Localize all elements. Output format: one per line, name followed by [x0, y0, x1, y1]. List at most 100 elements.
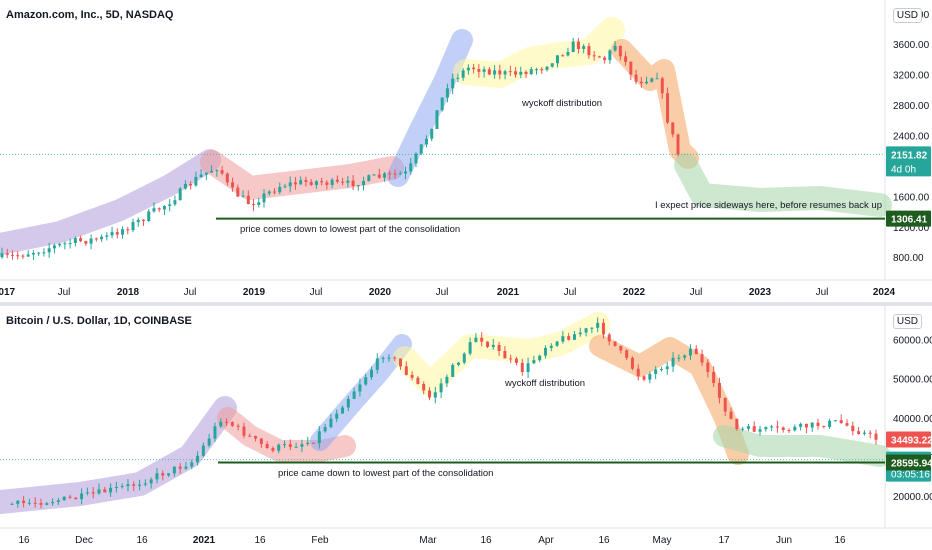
candle-body — [73, 238, 77, 244]
candle-body — [317, 431, 321, 444]
candle-body — [462, 353, 466, 363]
candle-body — [351, 180, 355, 187]
candle-body — [603, 57, 607, 61]
candle-body — [85, 492, 89, 494]
currency-button-bottom[interactable]: USD — [892, 314, 922, 329]
x-tick-label: Jul — [690, 287, 703, 298]
candle-body — [300, 444, 304, 447]
x-tick-label: 2017 — [0, 287, 16, 298]
price-label-box — [886, 431, 931, 448]
y-tick-label: 1200.00 — [893, 223, 930, 234]
candle-body — [138, 484, 142, 486]
price-label-box — [886, 160, 931, 177]
candle-body — [262, 193, 266, 203]
candle-body — [219, 421, 223, 427]
candle-body — [845, 423, 849, 426]
candle-body — [325, 182, 329, 185]
candle-body — [630, 357, 634, 369]
candle-body — [271, 448, 275, 451]
candle-body — [199, 174, 203, 177]
candle-body — [341, 407, 345, 414]
candle-body — [666, 93, 670, 123]
currency-button-top[interactable]: USD — [892, 8, 922, 23]
candle-body — [141, 219, 145, 222]
candle-body — [62, 496, 66, 501]
x-tick-label: 16 — [18, 535, 30, 546]
candle-body — [91, 492, 95, 494]
candle-body — [388, 173, 392, 175]
candle-body — [383, 173, 387, 178]
candle-body — [576, 41, 580, 49]
candle-body — [16, 500, 20, 504]
candle-body — [58, 243, 62, 246]
candle-body — [288, 182, 292, 187]
candle-body — [225, 173, 229, 183]
candle-body — [497, 344, 501, 351]
expected-sideways-zone — [674, 153, 892, 217]
candle-body — [173, 200, 177, 205]
markup-zone — [387, 29, 473, 187]
x-tick-label: 16 — [254, 535, 266, 546]
candle-body — [10, 503, 14, 505]
x-tick-label: Jul — [564, 287, 577, 298]
candle-body — [225, 421, 229, 423]
x-tick-label: 16 — [136, 535, 148, 546]
candle-body — [320, 181, 324, 183]
x-tick-label: Jul — [436, 287, 449, 298]
candle-body — [752, 426, 756, 432]
candle-body — [607, 334, 611, 342]
candle-body — [168, 204, 172, 207]
candle-body — [404, 366, 408, 375]
candle-body — [278, 186, 282, 193]
candle-body — [833, 420, 837, 422]
candle-body — [236, 425, 240, 427]
accumulation-zone — [0, 396, 237, 514]
candle-body — [184, 466, 188, 469]
pane-separator[interactable] — [0, 302, 932, 306]
candle-body — [451, 78, 455, 89]
candle-body — [445, 88, 449, 98]
candle-body — [555, 55, 559, 64]
price-label: 34493.22 — [891, 435, 932, 446]
amazon-pane: 4000.003600.003200.002800.002400.001600.… — [0, 0, 932, 298]
candle-body — [63, 243, 67, 245]
annotation-text: price came down to lowest part of the co… — [278, 468, 493, 479]
candle-body — [874, 433, 878, 440]
x-tick-label: 17 — [718, 535, 730, 546]
candle-body — [121, 229, 125, 235]
markdown-zone — [611, 39, 699, 169]
candle-body — [45, 503, 49, 505]
candle-body — [758, 429, 762, 432]
candle-body — [572, 334, 576, 340]
candle-body — [114, 486, 118, 488]
candle-body — [231, 182, 235, 188]
markup-zone — [310, 334, 412, 451]
candle-body — [167, 473, 171, 476]
candle-body — [433, 392, 437, 398]
candle-body — [161, 473, 165, 476]
candle-body — [503, 71, 507, 75]
candle-body — [80, 493, 84, 500]
candle-body — [474, 337, 478, 343]
candle-body — [220, 170, 224, 174]
candle-body — [582, 46, 586, 49]
candle-body — [770, 426, 774, 428]
candle-body — [700, 354, 704, 363]
candle-body — [491, 344, 495, 347]
bitcoin-pane: 60000.0050000.0040000.0030000.0020000.00… — [0, 306, 932, 550]
candle-body — [618, 45, 622, 57]
y-tick-label: 60000.00 — [893, 336, 932, 347]
candle-body — [210, 170, 214, 173]
candle-body — [822, 426, 826, 428]
candle-body — [309, 181, 313, 185]
candle-body — [265, 443, 269, 449]
candle-body — [642, 376, 646, 380]
candle-body — [31, 252, 35, 255]
candle-body — [252, 204, 256, 206]
x-tick-label: Jul — [816, 287, 829, 298]
candle-body — [587, 46, 591, 56]
candle-body — [367, 175, 371, 182]
candle-body — [288, 444, 292, 448]
candle-body — [283, 186, 287, 188]
bitcoin-title: Bitcoin / U.S. Dollar, 1D, COINBASE — [6, 315, 192, 327]
